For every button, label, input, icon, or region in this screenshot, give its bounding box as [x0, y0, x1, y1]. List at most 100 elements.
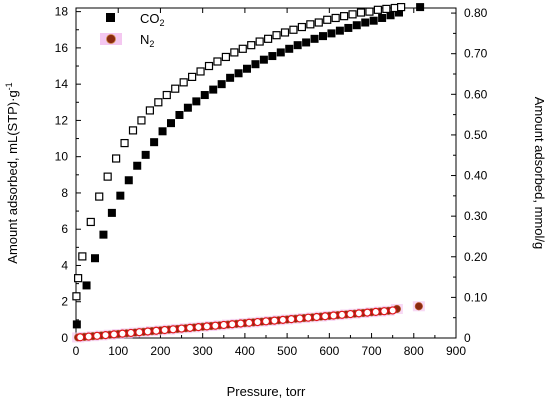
co2-adsorption-point: [183, 103, 192, 112]
n2-desorption-point: [295, 314, 304, 323]
co2-desorption-point: [213, 57, 222, 66]
co2-desorption-point: [78, 252, 87, 261]
co2-desorption-point: [196, 67, 205, 76]
co2-adsorption-point: [234, 69, 243, 78]
y-tick-label: 6: [61, 222, 68, 236]
co2-desorption-point: [348, 10, 357, 19]
co2-desorption-point: [145, 106, 154, 115]
x-tick-label: 200: [150, 344, 170, 358]
legend-co2-marker: [106, 13, 115, 22]
n2-desorption-point: [84, 332, 93, 341]
co2-desorption-point: [128, 126, 138, 135]
n2-desorption-point: [219, 320, 228, 330]
n2-desorption-point: [321, 312, 330, 321]
co2-desorption-point: [204, 61, 214, 71]
co2-desorption-point: [74, 274, 83, 283]
co2-adsorption-point: [158, 127, 167, 136]
co2-desorption-point: [314, 18, 323, 27]
n2-desorption-point: [101, 330, 110, 340]
co2-adsorption-point: [268, 52, 277, 61]
co2-adsorption-point: [344, 23, 353, 32]
co2-adsorption-point: [200, 91, 209, 100]
n2-desorption-point: [354, 309, 363, 318]
co2-adsorption-point: [416, 3, 425, 12]
n2-adsorption-point: [414, 302, 423, 311]
co2-adsorption-point: [116, 191, 125, 200]
co2-adsorption-point: [209, 85, 218, 94]
y-tick-label: 12: [55, 113, 69, 127]
co2-adsorption-point: [217, 80, 226, 89]
co2-desorption-point: [112, 154, 121, 163]
co2-desorption-point: [179, 78, 188, 87]
n2-desorption-point: [109, 330, 119, 339]
co2-adsorption-point: [352, 21, 361, 30]
co2-desorption-point: [331, 13, 340, 23]
n2-desorption-point: [363, 308, 372, 317]
n2-desorption-point: [253, 317, 262, 327]
n2-desorption-point: [388, 306, 397, 315]
co2-adsorption-point: [91, 254, 99, 263]
n2-desorption-point: [312, 312, 321, 322]
x-tick-label: 400: [235, 344, 255, 358]
x-tick-label: 900: [446, 344, 466, 358]
co2-adsorption-point: [251, 60, 260, 69]
co2-adsorption-point: [259, 55, 268, 64]
co2-adsorption-point: [82, 281, 91, 290]
co2-desorption-point: [95, 192, 104, 201]
legend: CO2 N2: [100, 11, 165, 49]
y2-tick-label: 0.80: [464, 6, 488, 20]
y2-tick-label: 0.30: [464, 209, 488, 223]
y-tick-label: 18: [55, 5, 69, 19]
co2-adsorption-point: [124, 176, 133, 185]
co2-adsorption-point: [386, 11, 395, 20]
y-tick-label: 0: [61, 331, 68, 345]
co2-desorption-point: [365, 7, 374, 16]
y2-axis-title: Amount adsorbed, mmol/g: [532, 97, 547, 249]
co2-adsorption-point: [319, 32, 327, 41]
co2-desorption-point: [297, 22, 306, 32]
y2-tick-label: 0.10: [464, 290, 488, 304]
co2-adsorption-point: [107, 208, 116, 217]
y2-tick-label: 0.60: [464, 87, 488, 101]
y-tick-label: 16: [55, 41, 69, 55]
co2-desorption-point: [86, 217, 95, 227]
co2-adsorption-point: [192, 97, 201, 106]
y-tick-label: 14: [55, 77, 69, 91]
co2-adsorption-point: [361, 18, 370, 27]
y-tick-label: 2: [61, 295, 68, 309]
n2-desorption-point: [185, 323, 195, 332]
co2-desorption-point: [264, 34, 273, 43]
y2-tick-label: 0: [464, 331, 471, 345]
co2-adsorption-point: [276, 48, 285, 57]
n2-desorption-point: [337, 310, 347, 319]
co2-desorption-point: [373, 5, 382, 14]
y2-tick-label: 0.20: [464, 250, 488, 264]
co2-adsorption-point: [72, 320, 81, 329]
n2-desorption-point: [245, 318, 254, 327]
y2-tick-label: 0.70: [464, 47, 488, 61]
co2-adsorption-point: [243, 64, 251, 73]
co2-adsorption-point: [99, 230, 108, 239]
y-axis-title: Amount adsorbed, mL(STP)·g-1: [4, 82, 20, 263]
co2-desorption-point: [356, 8, 366, 17]
y-tick-label: 10: [55, 150, 69, 164]
co2-desorption-point: [289, 25, 298, 34]
co2-desorption-point: [280, 28, 290, 37]
n2-desorption-point: [228, 320, 237, 329]
x-tick-label: 800: [404, 344, 424, 358]
x-tick-label: 600: [319, 344, 339, 358]
n2-desorption-point: [287, 315, 296, 324]
co2-desorption-point: [221, 52, 230, 62]
co2-adsorption-point: [226, 73, 235, 82]
co2-adsorption-point: [150, 138, 159, 147]
co2-desorption-point: [188, 72, 197, 82]
co2-adsorption-point: [293, 41, 302, 50]
co2-desorption-point: [255, 37, 264, 46]
co2-desorption-point: [120, 138, 129, 148]
co2-desorption-point: [323, 15, 332, 24]
n2-desorption-point: [194, 323, 203, 332]
co2-desorption-point: [162, 90, 171, 100]
n2-desorption-point: [160, 325, 169, 335]
co2-adsorption-point: [335, 26, 344, 35]
